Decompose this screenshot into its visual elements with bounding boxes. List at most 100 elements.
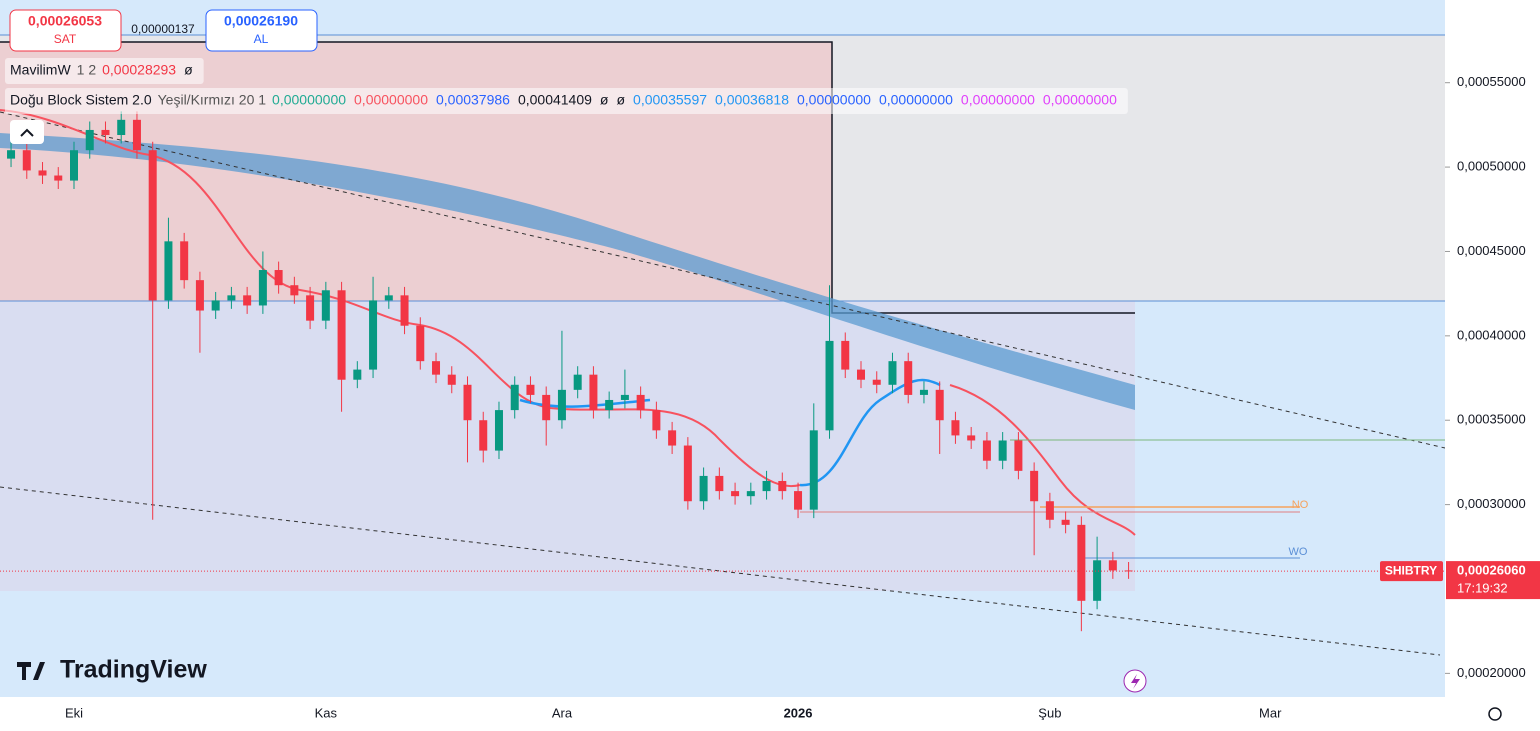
candle-body (400, 295, 409, 326)
candle-body (195, 280, 204, 311)
collapse-button[interactable] (10, 120, 44, 144)
candle-body (211, 300, 220, 311)
candle-body (132, 119, 141, 151)
buy-label[interactable]: AL (254, 32, 269, 46)
candle-body (589, 374, 598, 411)
candle-body (22, 150, 31, 171)
candle-body (7, 150, 16, 159)
candle-body (557, 389, 566, 421)
symbol-tag (1380, 561, 1443, 582)
legend-text: 0,00041409 (518, 92, 592, 108)
candle-body (353, 369, 362, 380)
chevron (20, 128, 34, 137)
legend-text: 0,00028293 (102, 62, 176, 78)
drawing-label: NO (1292, 499, 1309, 511)
legend-text: ø (184, 62, 193, 78)
candle-body (1030, 470, 1039, 502)
y-tick-label: 0,00050000 (1457, 159, 1526, 174)
candle-body (1093, 560, 1102, 601)
candle-body (447, 374, 456, 385)
candle-body (117, 119, 126, 136)
sell-button[interactable] (9, 9, 122, 52)
candle-body (841, 340, 850, 370)
candle-body (982, 440, 991, 461)
sell-price[interactable]: 0,00026053 (28, 13, 102, 29)
x-tick-label: 2026 (784, 705, 813, 720)
candle-body (337, 290, 346, 380)
candle-body (54, 175, 63, 181)
candle-body (1077, 524, 1086, 601)
legend-text: MavilimW (10, 62, 71, 78)
trend-line (0, 486, 1441, 656)
y-tick-label: 0,00030000 (1457, 496, 1526, 511)
candle-body (919, 389, 928, 395)
candle-body (809, 430, 818, 510)
candle-body (967, 435, 976, 441)
legend-text: 0,00035597 (633, 92, 707, 108)
settings-icon[interactable] (1488, 707, 1502, 721)
candle-body (526, 384, 535, 395)
candles (7, 111, 1133, 632)
countdown: 17:19:32 (1457, 581, 1508, 596)
legend-text: ø (616, 92, 625, 108)
candle-body (432, 361, 441, 375)
spread: 0,00000137 (131, 22, 195, 36)
legend-text: 0,00000000 (272, 92, 346, 108)
watermark: TradingView (60, 656, 207, 684)
candle-body (243, 295, 252, 306)
y-tick-label: 0,00045000 (1457, 243, 1526, 258)
legend-text: 0,00036818 (715, 92, 789, 108)
candle-body (1014, 440, 1023, 471)
ma-blue (519, 378, 941, 487)
candle-body (290, 285, 299, 296)
candle-body (762, 480, 771, 492)
box-outline (0, 41, 1135, 314)
candle-body (416, 325, 425, 362)
legend-text: Doğu Block Sistem 2.0 (10, 92, 152, 108)
price-tag (1446, 561, 1540, 600)
buy-price[interactable]: 0,00026190 (224, 13, 298, 29)
candle-body (85, 129, 94, 151)
legend-text: 0,00037986 (436, 92, 510, 108)
candle-body (699, 475, 708, 502)
candle-body (935, 389, 944, 421)
y-tick-label: 0,00020000 (1457, 665, 1526, 680)
candle-body (101, 129, 110, 136)
legend-bg (5, 58, 204, 84)
time-axis (0, 697, 1445, 731)
y-tick-label: 0,00040000 (1457, 327, 1526, 342)
candle-body (306, 295, 315, 321)
candle-body (494, 410, 503, 451)
legend-text: 0,00000000 (961, 92, 1035, 108)
x-tick-label: Mar (1259, 705, 1282, 720)
candle-body (1108, 560, 1117, 571)
legend-text: ø (600, 92, 609, 108)
sell-label[interactable]: SAT (54, 32, 77, 46)
candle-body (825, 340, 834, 431)
candle-body (731, 491, 740, 497)
logo-mark (17, 662, 45, 680)
candle-body (778, 480, 787, 492)
candle-body (888, 361, 897, 385)
candle-body (636, 394, 645, 411)
candle-body (274, 270, 283, 286)
x-tick-label: Kas (315, 705, 338, 720)
candle-body (668, 430, 677, 446)
candle-body (573, 374, 582, 390)
buy-button[interactable] (205, 9, 318, 52)
candle-body (38, 170, 47, 176)
candle-body (794, 491, 803, 510)
legend-text: 0,00000000 (354, 92, 428, 108)
legend-text: 0,00000000 (879, 92, 953, 108)
candle-body (715, 475, 724, 492)
y-tick-label: 0,00035000 (1457, 412, 1526, 427)
candle-body (998, 440, 1007, 461)
candle-body (164, 241, 173, 301)
x-tick-label: Ara (552, 705, 573, 720)
candle-body (605, 399, 614, 411)
candle-body (369, 300, 378, 370)
candle-body (683, 445, 692, 502)
